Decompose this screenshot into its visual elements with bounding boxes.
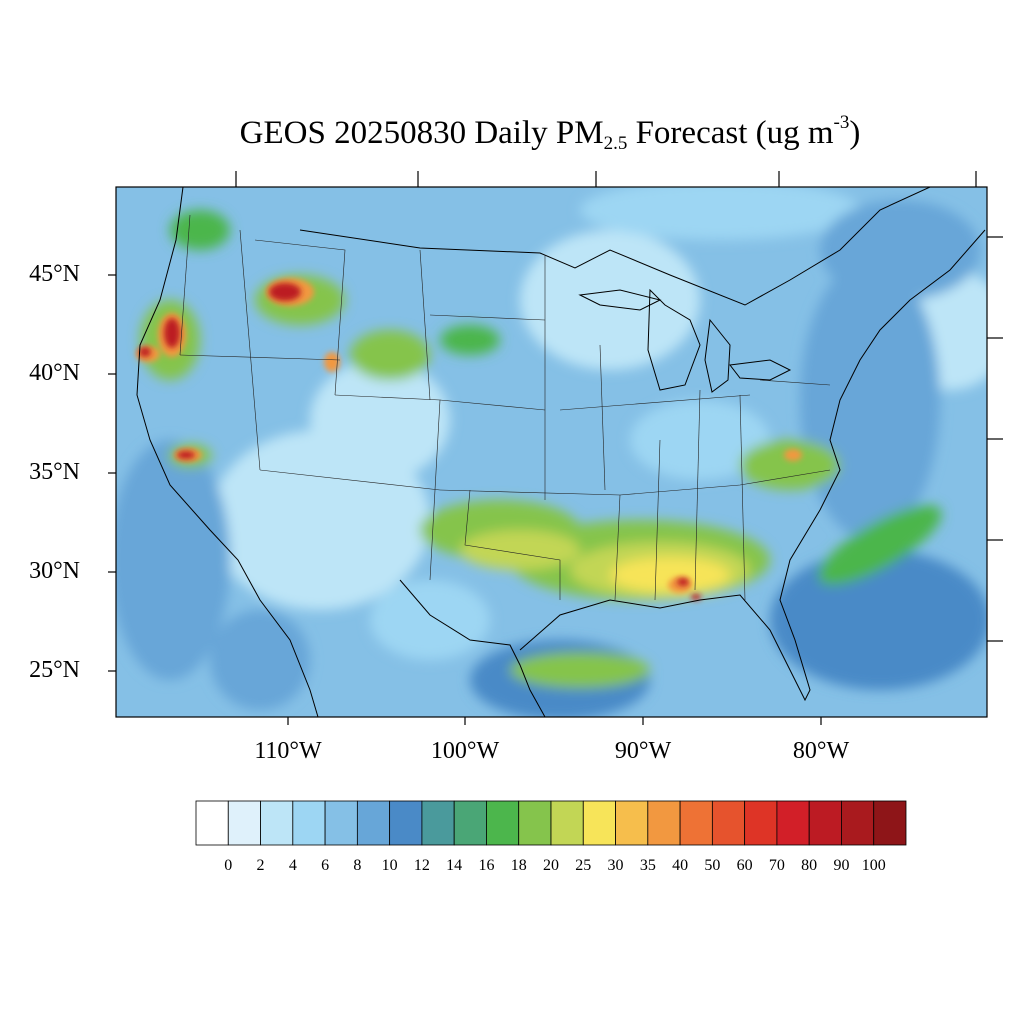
lon-label-90w: 90°W: [614, 738, 672, 764]
state-borders: [179, 214, 831, 601]
colorbar-box: [227, 800, 261, 846]
colorbar-label: 20: [543, 857, 559, 874]
colorbar-label: 100: [861, 857, 886, 874]
pm25-field: [116, 187, 987, 717]
colorbar-box: [582, 800, 616, 846]
colorbar-label: 6: [321, 857, 330, 874]
colorbar-label: 35: [639, 857, 656, 874]
colorbar-label: 30: [607, 857, 624, 874]
colorbar-box: [518, 800, 552, 846]
colorbar-label: 25: [575, 857, 592, 874]
colorbar-label: 80: [801, 857, 818, 874]
lat-label-40n: 40°N: [29, 360, 80, 386]
map-title: GEOS 20250830 Daily PM2.5 Forecast (ug m…: [0, 112, 1024, 155]
title-prefix: GEOS 20250830 Daily PM: [239, 115, 604, 151]
colorbar-label: 10: [381, 857, 398, 874]
colorbar-label: 40: [672, 857, 689, 874]
lon-label-110w: 110°W: [254, 738, 322, 764]
lat-label-35n: 35°N: [29, 459, 80, 485]
colorbar-label: 0: [224, 857, 233, 874]
axis-ticks: [108, 171, 1003, 725]
colorbar-box: [808, 800, 842, 846]
lon-label-100w: 100°W: [430, 738, 500, 764]
colorbar-label: 12: [413, 857, 430, 874]
colorbar-box: [324, 800, 358, 846]
lat-label-45n: 45°N: [29, 261, 80, 287]
colorbar-label: 18: [510, 857, 527, 874]
colorbar-box: [421, 800, 455, 846]
colorbar-box: [389, 800, 423, 846]
colorbar-label: 16: [478, 857, 495, 874]
colorbar-box: [873, 800, 907, 846]
colorbar-box: [841, 800, 875, 846]
title-middle: Forecast (ug m: [627, 115, 834, 151]
title-subscript: 2.5: [603, 133, 628, 154]
colorbar-label: 70: [768, 857, 785, 874]
colorbar-box: [486, 800, 520, 846]
colorbar-box: [711, 800, 746, 846]
colorbar-label: 2: [256, 857, 265, 874]
colorbar-box: [550, 800, 584, 846]
map-frame: [115, 186, 988, 718]
lon-label-80w: 80°W: [792, 738, 850, 764]
colorbar-box: [356, 800, 391, 846]
colorbar-box: [679, 800, 713, 846]
colorbar-box: [453, 800, 487, 846]
colorbar-box: [776, 800, 810, 846]
colorbar-box: [292, 800, 326, 846]
colorbar-box: [744, 800, 778, 846]
colorbar-label: 90: [833, 857, 850, 874]
lat-label-30n: 30°N: [29, 558, 80, 584]
coastlines: [136, 187, 986, 717]
lat-label-25n: 25°N: [29, 657, 80, 683]
colorbar-box: [260, 800, 294, 846]
colorbar-label: 4: [288, 857, 297, 874]
colorbar-label: 8: [353, 857, 362, 874]
colorbar-label: 50: [704, 857, 721, 874]
colorbar-box: [195, 800, 229, 846]
colorbar: [195, 800, 907, 846]
title-suffix: ): [849, 115, 861, 151]
colorbar-label: 60: [736, 857, 753, 874]
colorbar-label: 14: [446, 857, 463, 874]
colorbar-box: [615, 800, 649, 846]
title-superscript: -3: [833, 112, 850, 133]
colorbar-box: [647, 800, 681, 846]
